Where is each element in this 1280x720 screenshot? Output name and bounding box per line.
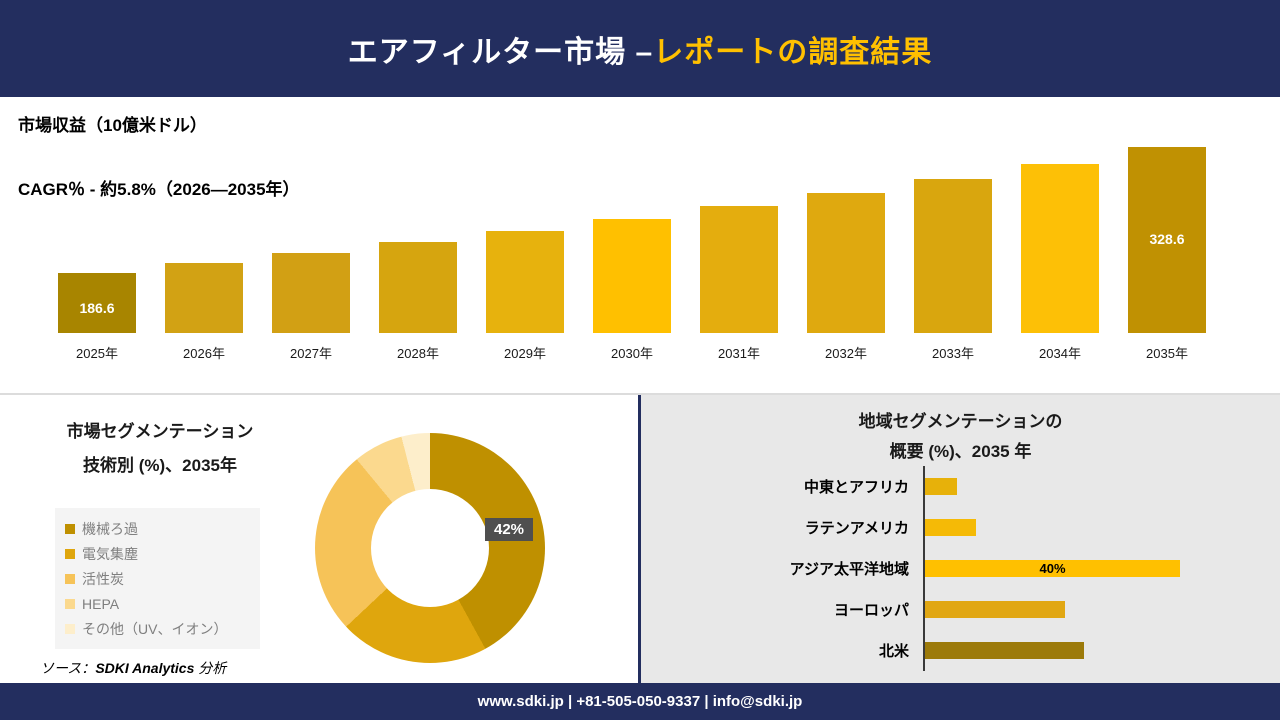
segmentation-title-line2: 技術別 (%)、2035年	[83, 456, 237, 475]
bar-value-label: 186.6	[79, 300, 115, 316]
regional-row: ラテンアメリカ	[661, 507, 1251, 548]
horizontal-divider	[0, 393, 1280, 395]
revenue-bar-column: 2028年	[379, 147, 457, 361]
legend-label: HEPA	[82, 595, 120, 612]
regional-bar-track	[923, 507, 1251, 548]
x-axis-label: 2029年	[504, 346, 546, 361]
x-axis-label: 2033年	[932, 346, 974, 361]
legend-item: 電気集塵	[65, 541, 250, 566]
regional-bar-track	[923, 466, 1251, 507]
regional-label: アジア太平洋地域	[789, 561, 909, 578]
revenue-cagr-label: CAGR％ - 約5.8%（2026―2035年）	[18, 180, 300, 199]
regional-row: アジア太平洋地域 40%	[661, 548, 1251, 589]
legend-label: 電気集塵	[82, 545, 138, 562]
revenue-bar-column: 2026年	[165, 147, 243, 361]
bar-value-label: 328.6	[1149, 230, 1185, 247]
technology-donut-wrap: 42%	[315, 433, 545, 663]
regional-label: 北米	[878, 643, 909, 660]
vertical-divider	[638, 395, 641, 683]
regional-bar-track: 40%	[923, 548, 1251, 589]
x-axis-label: 2032年	[825, 346, 867, 361]
x-axis-label: 2026年	[183, 346, 225, 361]
revenue-chart-section: 市場収益（10億米ドル） CAGR％ - 約5.8%（2026―2035年） 1…	[0, 97, 1280, 393]
page-title-main: エアフィルター市場 –	[347, 35, 654, 69]
legend-label: 活性炭	[82, 570, 124, 587]
legend-label: その他（UV、イオン）	[82, 620, 228, 637]
technology-segmentation-panel: 市場セグメンテーション 技術別 (%)、2035年 機械ろ過電気集塵活性炭 HEP…	[0, 395, 638, 683]
x-axis-label: 2028年	[397, 346, 439, 361]
revenue-bar	[700, 206, 778, 333]
x-axis-label: 2030年	[611, 346, 653, 361]
legend-item: HEPA	[65, 591, 250, 616]
revenue-bar	[486, 231, 564, 333]
legend-swatch	[65, 573, 75, 584]
technology-legend: 機械ろ過電気集塵活性炭 HEPA その他（UV、イオン）	[55, 508, 260, 649]
legend-swatch	[65, 598, 75, 609]
x-axis-label: 2035年	[1146, 346, 1188, 361]
segmentation-title-line1: 市場セグメンテーション	[66, 422, 254, 441]
legend-swatch	[65, 523, 75, 534]
revenue-bar-column: 186.6 2025年	[58, 147, 136, 361]
regional-bar-track	[923, 589, 1251, 630]
revenue-bar-column: 2029年	[486, 147, 564, 361]
legend-swatch	[65, 623, 75, 634]
regional-bar	[925, 478, 957, 495]
regional-bar: 40%	[925, 560, 1180, 577]
donut-hole	[371, 489, 489, 607]
legend-item: その他（UV、イオン）	[65, 616, 250, 641]
regional-bar	[925, 519, 976, 536]
revenue-bar-column: 2030年	[593, 147, 671, 361]
footer-contact: www.sdki.jp | +81-505-050-9337 | info@sd…	[477, 693, 803, 710]
revenue-bar-column: 2031年	[700, 147, 778, 361]
regional-row: ヨーロッパ	[661, 589, 1251, 630]
revenue-bar-column: 2034年	[1021, 147, 1099, 361]
revenue-bar	[807, 193, 885, 333]
revenue-bar	[272, 253, 350, 333]
page-title-accent: レポートの調査結果	[653, 35, 933, 69]
legend-item: 機械ろ過	[65, 516, 250, 541]
legend-label: 機械ろ過	[82, 520, 138, 537]
regional-segmentation-panel: 地域セグメンテーションの 概要 (%)、2035 年 中東とアフリカ ラテンアメリ…	[641, 395, 1280, 683]
source-suffix: 分析	[194, 660, 227, 676]
regional-bar	[925, 642, 1084, 659]
regional-bar	[925, 601, 1065, 618]
legend-swatch	[65, 548, 75, 559]
source-line: ソース：SDKI Analytics 分析	[40, 658, 226, 678]
source-brand: SDKI Analytics	[95, 660, 195, 676]
revenue-bar	[165, 263, 243, 333]
regional-bar-track	[923, 630, 1251, 671]
x-axis-label: 2031年	[718, 346, 760, 361]
footer-banner: www.sdki.jp | +81-505-050-9337 | info@sd…	[0, 683, 1280, 720]
x-axis-label: 2025年	[76, 346, 118, 361]
regional-row: 中東とアフリカ	[661, 466, 1251, 507]
regional-label: ヨーロッパ	[833, 602, 909, 619]
page-title: エアフィルター市場 –レポートの調査結果	[348, 27, 932, 71]
revenue-bar	[379, 242, 457, 333]
donut-callout-label: 42%	[485, 518, 534, 541]
revenue-bar: 328.6	[1128, 147, 1206, 333]
revenue-bar	[593, 219, 671, 333]
header-banner: エアフィルター市場 –レポートの調査結果	[0, 0, 1280, 97]
x-axis-label: 2034年	[1039, 346, 1081, 361]
revenue-bar-column: 328.6 2035年	[1128, 147, 1206, 361]
revenue-metric-label: 市場収益（10億米ドル）	[18, 116, 207, 135]
source-prefix: ソース：	[40, 660, 96, 676]
x-axis-label: 2027年	[290, 346, 332, 361]
revenue-bar-column: 2032年	[807, 147, 885, 361]
revenue-bar	[914, 179, 992, 333]
regional-bar-chart: 中東とアフリカ ラテンアメリカアジア太平洋地域 40% ヨーロッパ北米	[661, 466, 1251, 671]
revenue-bar-column: 2027年	[272, 147, 350, 361]
revenue-bar-chart: 186.6 2025年 2026年 2027年 2028年 2029年 2030年 2031年…	[58, 147, 1206, 361]
regional-row: 北米	[661, 630, 1251, 671]
revenue-bar-column: 2033年	[914, 147, 992, 361]
regional-title-line1: 地域セグメンテーションの	[858, 412, 1063, 431]
regional-value-label: 40%	[1039, 561, 1066, 576]
regional-title-line2: 概要 (%)、2035 年	[889, 442, 1032, 461]
legend-item: 活性炭	[65, 566, 250, 591]
revenue-bar: 186.6	[58, 273, 136, 333]
regional-label: 中東とアフリカ	[803, 479, 909, 496]
regional-label: ラテンアメリカ	[804, 520, 909, 537]
revenue-bar	[1021, 164, 1099, 333]
